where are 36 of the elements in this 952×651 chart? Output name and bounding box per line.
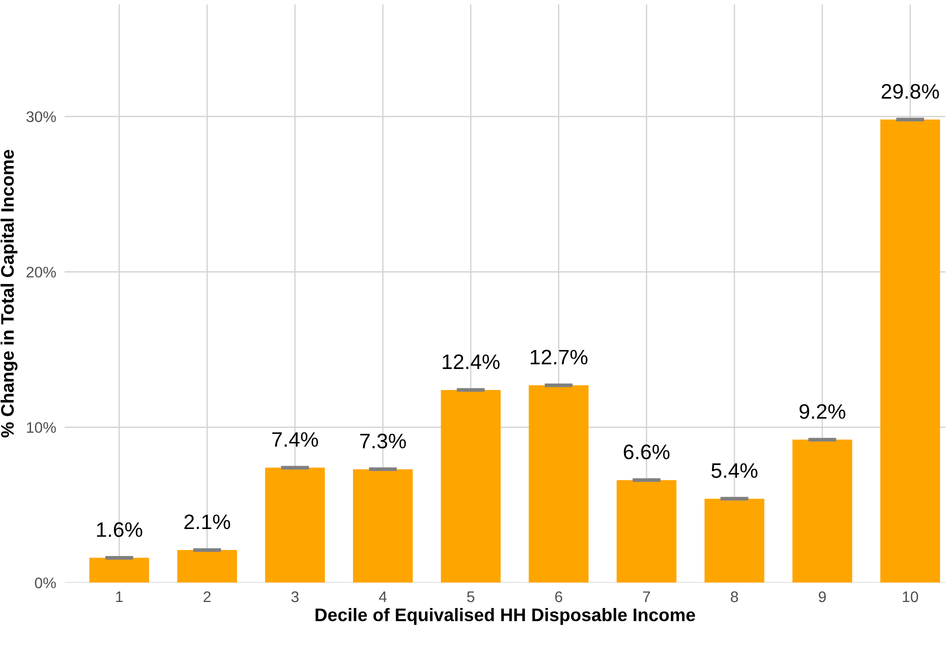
data-label: 12.7% bbox=[530, 350, 588, 364]
bar bbox=[704, 498, 764, 583]
data-label: 5.4% bbox=[712, 463, 758, 478]
data-label: 2.1% bbox=[184, 514, 230, 530]
data-label: 7.4% bbox=[272, 432, 318, 447]
x-tick-label: 5 bbox=[467, 592, 474, 602]
bar bbox=[792, 440, 852, 583]
x-tick-label: 2 bbox=[204, 591, 211, 602]
x-axis-title: Decile of Equivalised HH Disposable Income bbox=[316, 608, 696, 625]
x-tick-label: 10 bbox=[902, 591, 918, 602]
bar bbox=[440, 390, 501, 583]
bar bbox=[352, 469, 413, 583]
bar bbox=[616, 480, 676, 583]
y-tick-label: 20% bbox=[26, 266, 56, 278]
bar bbox=[880, 120, 940, 583]
x-tick-label: 4 bbox=[378, 592, 387, 602]
x-tick-label: 6 bbox=[555, 591, 562, 602]
x-tick-label: 1 bbox=[116, 592, 123, 602]
y-tick-label: 10% bbox=[26, 422, 56, 433]
data-label: 12.4% bbox=[442, 354, 500, 370]
bar bbox=[265, 468, 325, 583]
x-tick-label: 3 bbox=[291, 591, 299, 602]
y-tick-label: 30% bbox=[26, 111, 56, 122]
data-label: 9.2% bbox=[800, 404, 846, 419]
y-axis-title: % Change in Total Capital Income bbox=[0, 150, 18, 438]
data-label: 29.8% bbox=[882, 84, 939, 99]
bar bbox=[528, 385, 589, 583]
data-label: 6.6% bbox=[624, 444, 670, 460]
bar bbox=[177, 550, 237, 583]
x-tick-label: 8 bbox=[730, 591, 738, 602]
data-label: 1.6% bbox=[97, 522, 142, 537]
x-tick-label: 9 bbox=[818, 591, 826, 602]
data-label: 7.3% bbox=[360, 434, 406, 448]
bar bbox=[89, 558, 150, 583]
x-tick-label: 7 bbox=[643, 592, 650, 602]
y-tick-label: 0% bbox=[34, 578, 56, 588]
